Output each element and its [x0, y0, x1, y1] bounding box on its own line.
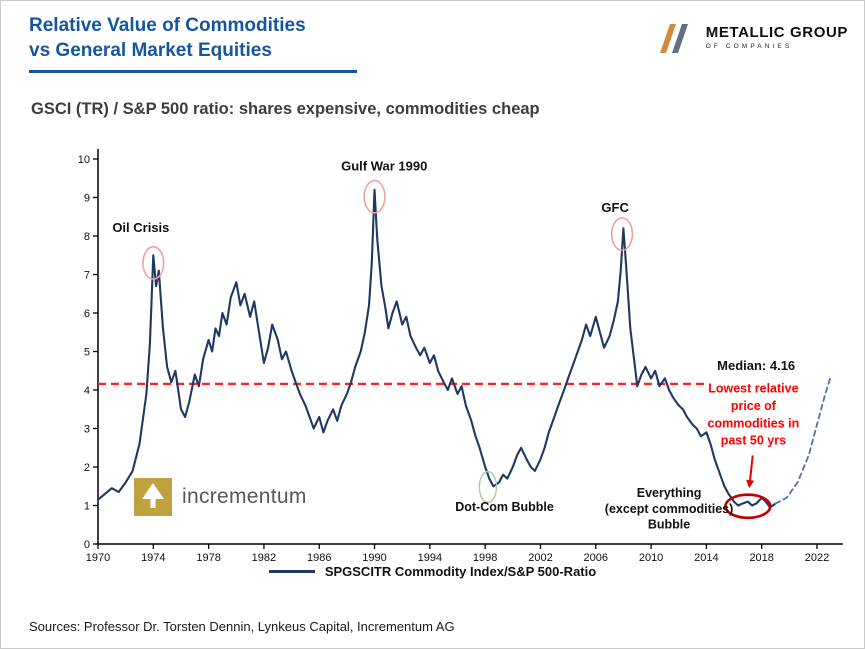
incrementum-logo-label: incrementum	[182, 485, 307, 508]
annotation-label-gfc: GFC	[601, 200, 629, 215]
annotation-label-lowest-relative-price: price of	[731, 399, 777, 413]
annotation-label-gulf-war: Gulf War 1990	[341, 159, 427, 174]
x-tick-label: 1974	[141, 552, 165, 564]
annotation-lowest-ellipse	[724, 493, 772, 520]
y-tick-label: 10	[78, 154, 90, 166]
annotation-gfc-circle	[610, 217, 634, 252]
y-tick-label: 4	[84, 385, 90, 397]
x-tick-label: 2010	[639, 552, 663, 564]
x-tick-label: 2002	[528, 552, 552, 564]
y-tick-label: 3	[84, 423, 90, 435]
annotation-label-lowest-relative-price: Lowest relative	[708, 382, 798, 396]
annotation-arrowhead-lowest-arrow	[746, 479, 755, 489]
x-tick-label: 1994	[418, 552, 442, 564]
y-tick-label: 0	[84, 539, 90, 551]
annotation-label-everything-bubble: (except commodities)	[605, 502, 734, 516]
slide-title-line1: Relative Value of Commodities	[29, 15, 306, 36]
tree-trunk	[150, 499, 156, 508]
logo-bar-slate	[671, 24, 688, 53]
y-tick-labels: 0 1 2 3 4 5 6 7 8 9 10	[78, 154, 98, 551]
incrementum-logo: incrementum	[134, 478, 307, 516]
ratio-line-chart: 0 1 2 3 4 5 6 7 8 9 10 1970 1974 1978 1982 1986 1990 1994…	[78, 149, 843, 564]
y-tick-label: 6	[84, 308, 90, 320]
x-tick-label: 2014	[694, 552, 718, 564]
chart-heading: GSCI (TR) / S&P 500 ratio: shares expens…	[31, 100, 540, 118]
y-tick-label: 1	[84, 500, 90, 512]
annotation-circles	[142, 179, 772, 520]
annotation-label-median-label: Median: 4.16	[717, 358, 795, 373]
metallic-group-logo: METALLIC GROUP OF COMPANIES	[653, 17, 848, 57]
slide-title: Relative Value of Commodities vs General…	[29, 13, 357, 74]
slide-title-line2: vs General Market Equities	[29, 40, 272, 62]
y-tick-label: 2	[84, 462, 90, 474]
chart-legend: SPGSCITR Commodity Index/S&P 500-Ratio	[1, 564, 864, 579]
x-tick-label: 2006	[584, 552, 608, 564]
sources-text: Sources: Professor Dr. Torsten Dennin, L…	[29, 619, 455, 634]
x-tick-label: 1970	[86, 552, 110, 564]
annotation-arrow-lowest-arrow	[749, 455, 754, 481]
annotation-label-lowest-relative-price: commodities in	[708, 416, 800, 430]
x-tick-label: 2018	[749, 552, 773, 564]
tree-canopy	[142, 483, 164, 499]
x-tick-label: 1998	[473, 552, 497, 564]
annotation-label-everything-bubble: Everything	[637, 486, 702, 500]
annotation-label-dot-com-bubble: Dot-Com Bubble	[455, 500, 554, 514]
annotation-label-lowest-relative-price: past 50 yrs	[721, 434, 786, 448]
annotation-oil-crisis-circle	[142, 245, 165, 280]
annotation-labels: Oil Crisis Gulf War 1990 GFC Dot-Com Bubble…	[112, 159, 799, 532]
series-projected-rebound-dashed	[774, 375, 832, 505]
metallic-group-logo-icon	[659, 24, 688, 53]
brand-name: METALLIC GROUP	[705, 24, 848, 41]
annotation-label-everything-bubble: Bubble	[648, 518, 690, 532]
x-tick-labels: 1970 1974 1978 1982 1986 1990 1994 1998 2002 2006…	[86, 544, 829, 564]
brand-subtitle: OF COMPANIES	[705, 43, 793, 50]
series-spgscitr-commodity-index-s-p-500-ratio	[96, 188, 777, 509]
y-tick-label: 8	[84, 231, 90, 243]
x-tick-label: 1990	[362, 552, 386, 564]
annotation-gulf-war-circle	[363, 179, 386, 214]
brand-text: METALLIC GROUP OF COMPANIES	[706, 24, 848, 50]
x-tick-label: 2022	[805, 552, 829, 564]
y-tick-label: 5	[84, 346, 90, 358]
x-tick-label: 1982	[252, 552, 276, 564]
annotation-dot-com-circle	[478, 470, 498, 504]
annotation-label-oil-crisis: Oil Crisis	[112, 220, 169, 235]
legend-label: SPGSCITR Commodity Index/S&P 500-Ratio	[324, 564, 597, 579]
x-tick-label: 1978	[196, 552, 220, 564]
incrementum-tree-icon	[134, 478, 172, 516]
logo-bar-orange	[659, 24, 676, 53]
y-tick-label: 7	[84, 269, 90, 281]
title-underline	[29, 70, 357, 74]
x-tick-label: 1986	[307, 552, 331, 564]
legend-line-swatch	[268, 570, 315, 573]
y-tick-label: 9	[84, 192, 90, 204]
